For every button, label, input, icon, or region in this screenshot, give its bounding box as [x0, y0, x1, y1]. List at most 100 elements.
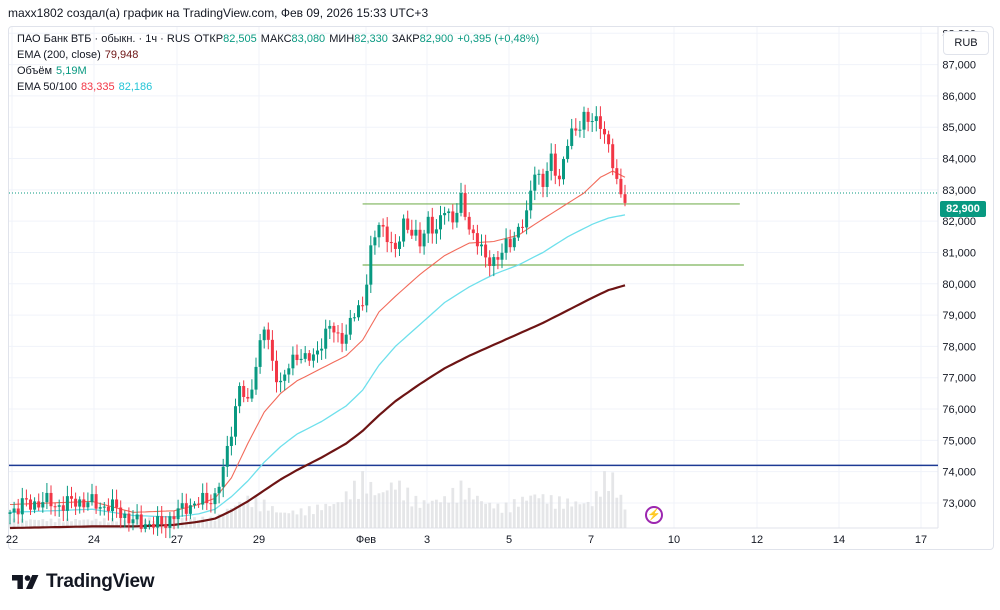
candle-body: [217, 486, 221, 494]
candle-body: [603, 128, 606, 135]
volume-bar: [348, 499, 352, 528]
open-label: ОТКР: [194, 33, 224, 45]
candle-body: [533, 174, 537, 191]
volume-bar: [537, 498, 541, 528]
volume-bar: [258, 511, 262, 528]
volume-bar: [619, 494, 623, 528]
candle-body: [418, 229, 422, 247]
volume-bar: [303, 515, 307, 528]
candle-body: [266, 329, 270, 340]
candle-body: [176, 508, 180, 520]
volume-bar: [344, 491, 348, 528]
candle-body: [57, 505, 61, 507]
candle-body: [90, 494, 94, 503]
low-value: 82,330: [354, 33, 388, 45]
candle-body: [41, 502, 45, 508]
volume-bar: [197, 520, 200, 528]
tradingview-brand[interactable]: TradingView: [12, 570, 155, 594]
candle-body: [328, 325, 332, 329]
volume-bar: [521, 496, 524, 528]
volume-bar: [201, 516, 205, 528]
candle-body: [287, 368, 291, 375]
candle-body: [78, 499, 82, 507]
volume-bar: [324, 503, 328, 528]
tradingview-logo-icon: [12, 575, 39, 589]
volume-bar: [57, 518, 61, 528]
candle-body: [377, 224, 381, 238]
volume-bar: [102, 518, 106, 528]
volume-bar: [86, 519, 90, 528]
volume-bar: [340, 502, 344, 528]
volume-bar: [291, 510, 295, 528]
candle-body: [94, 494, 98, 509]
volume-bar: [439, 502, 442, 528]
candle-body: [566, 145, 570, 160]
candle-body: [45, 492, 49, 503]
candle-body: [213, 493, 217, 505]
volume-bar: [599, 496, 602, 528]
candle-body: [348, 317, 352, 335]
volume-bar: [107, 522, 110, 528]
symbol-title[interactable]: ПАО Банк ВТБ · обыкн. · 1ч · RUS: [17, 33, 191, 45]
y-tick-label: 77,000: [942, 373, 976, 385]
candle-body: [361, 305, 365, 307]
volume-bar: [332, 504, 336, 528]
volume-bar: [558, 496, 561, 528]
candle-body: [619, 178, 623, 195]
candle-body: [234, 406, 237, 437]
currency-button[interactable]: RUB: [943, 31, 989, 55]
volume-bar: [410, 506, 414, 528]
candle-body: [484, 244, 488, 258]
change-value: +0,395 (+0,48%): [457, 33, 540, 45]
candle-body: [549, 153, 553, 171]
candle-body: [238, 386, 242, 407]
candle-body: [525, 210, 529, 228]
candle-body: [385, 226, 389, 243]
volume-bar: [430, 500, 434, 528]
volume-bar: [504, 502, 508, 528]
volume-bar: [594, 491, 598, 528]
volume-bar: [570, 506, 574, 528]
volume-label: Объём: [17, 65, 53, 77]
volume-bar: [443, 496, 446, 528]
volume-bar: [603, 471, 606, 528]
candle-body: [115, 499, 119, 508]
volume-bar: [549, 495, 553, 528]
volume-bar: [70, 521, 73, 528]
volume-bar: [389, 482, 393, 528]
brand-name: TradingView: [46, 571, 155, 592]
ema50100-legend[interactable]: EMA 50/100 83,335 82,186: [17, 81, 156, 94]
volume-legend[interactable]: Объём 5,19М: [17, 65, 91, 78]
volume-bar: [61, 522, 65, 528]
chart-panel[interactable]: [8, 26, 994, 550]
lightning-icon[interactable]: ⚡: [645, 506, 663, 524]
volume-bar: [49, 518, 53, 528]
candle-body: [20, 498, 24, 515]
candle-body: [426, 216, 430, 234]
volume-bar: [525, 500, 528, 528]
candle-body: [467, 216, 471, 230]
candle-body: [12, 508, 16, 513]
candle-body: [521, 226, 524, 228]
y-tick-label: 78,000: [942, 341, 976, 353]
candle-body: [82, 499, 86, 508]
candle-body: [29, 499, 32, 510]
candle-body: [578, 129, 582, 131]
volume-bar: [394, 489, 397, 528]
volume-bar: [459, 480, 463, 528]
candle-body: [270, 339, 274, 361]
candle-body: [500, 252, 504, 260]
x-tick-label: 7: [588, 534, 594, 546]
candle-body: [443, 213, 447, 216]
candle-body: [131, 519, 135, 524]
y-tick-label: 73,000: [942, 498, 976, 510]
volume-bar: [607, 491, 610, 528]
volume-bar: [307, 506, 311, 528]
x-tick-label: 22: [6, 534, 18, 546]
x-tick-label: 14: [833, 534, 845, 546]
volume-bar: [566, 498, 569, 528]
candle-body: [246, 396, 250, 399]
ema200-legend[interactable]: EMA (200, close) 79,948: [17, 49, 142, 62]
candle-body: [156, 516, 160, 528]
